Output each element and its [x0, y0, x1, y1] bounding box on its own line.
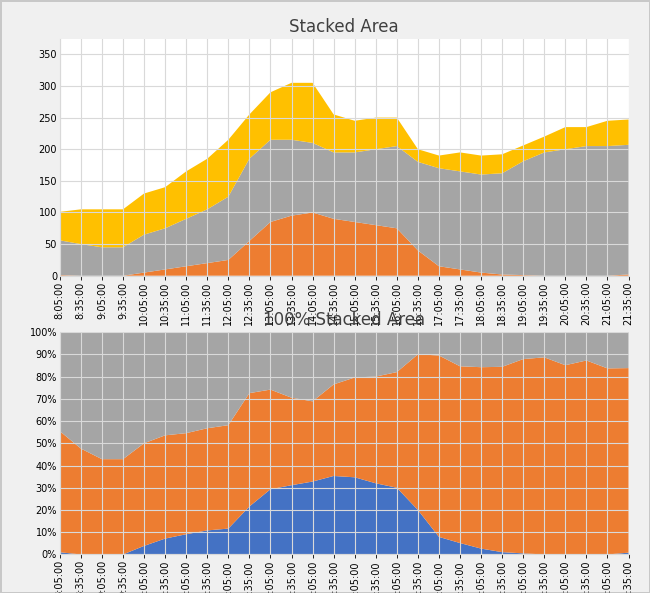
Title: 100% Stacked Area: 100% Stacked Area — [263, 311, 425, 329]
Legend: sinusoid, cdt158, sinusoidu: sinusoid, cdt158, sinusoidu — [239, 381, 450, 400]
Title: Stacked Area: Stacked Area — [289, 18, 399, 36]
